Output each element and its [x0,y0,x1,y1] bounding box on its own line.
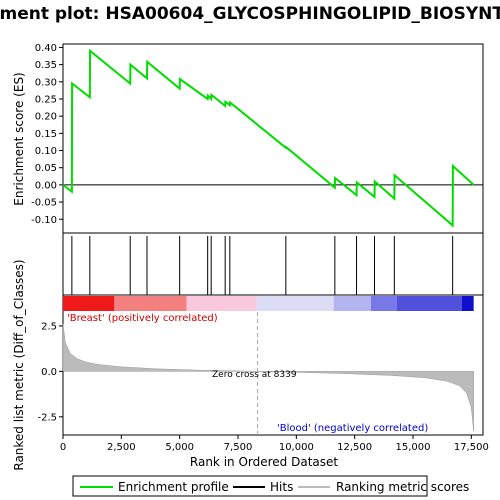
hits-panel-frame [62,232,484,296]
x-tick-label: 10,000 [279,442,314,453]
colorbar-segment [371,296,397,311]
es-y-tick-label: 0.40 [35,43,57,54]
es-y-tick-label: 0.05 [35,163,57,174]
es-y-tick-label: 0.35 [35,60,57,71]
chart-title: Enrichment plot: HSA00604_GLYCOSPHINGOLI… [0,4,500,24]
x-axis-label: Rank in Ordered Dataset [190,455,338,469]
zero-cross-label: Zero cross at 8339 [212,370,297,380]
x-tick-label: 5,000 [165,442,194,453]
negative-class-label: 'Blood' (negatively correlated) [277,423,428,434]
positive-class-label: 'Breast' (positively correlated) [67,313,218,324]
x-tick-label: 17,500 [454,442,489,453]
x-tick-label: 12,500 [337,442,372,453]
es-y-tick-label: 0.20 [35,112,57,123]
x-tick-label: 2,500 [107,442,136,453]
colorbar-segment [333,296,371,311]
es-y-tick-label: 0.15 [35,129,57,140]
es-y-tick-label: 0.10 [35,146,57,157]
es-y-tick-label: 0.25 [35,94,57,105]
es-y-tick-label: 0.00 [35,180,57,191]
hit-markers [71,236,454,295]
colorbar-segment [396,296,462,311]
colorbar-segment [256,296,334,311]
enrichment-profile-series [62,48,475,228]
ranking-metric-area [62,312,474,435]
metric-y-tick-label: 2.5 [41,321,57,332]
metric-y-tick-label: -2.5 [37,412,57,423]
es-y-tick-label: 0.30 [35,77,57,88]
es-y-axis-label: Enrichment score (ES) [12,72,26,205]
es-y-tick-label: -0.05 [31,198,57,209]
x-tick-label: 7,500 [224,442,253,453]
colorbar-segment [114,296,187,311]
x-tick-label: 15,000 [396,442,431,453]
colorbar-segment [186,296,257,311]
metric-y-tick-label: 0.0 [41,367,57,378]
rank-colorbar [63,296,474,311]
legend-label-metric: Ranking metric scores [336,480,469,494]
colorbar-segment [63,296,115,311]
colorbar-segment [462,296,474,311]
metric-y-axis: -2.5 0.0 2.5 [37,321,63,423]
legend-label-hits: Hits [270,480,293,494]
es-y-tick-label: -0.10 [31,215,57,226]
es-y-axis: -0.10 -0.05 0.00 0.05 0.10 0.15 0.20 0.25 0.30 0.… [31,43,63,226]
rank-x-axis: 0 2,500 5,000 7,500 10,000 12,500 15,000 17,500 [60,435,489,453]
metric-y-axis-label: Ranked list metric (Diff_of_Classes) [12,259,26,470]
enrichment-profile-line [62,48,475,228]
legend-label-enrichment: Enrichment profile [118,480,229,494]
x-tick-label: 0 [60,442,66,453]
ranking-metric-series [62,324,474,432]
